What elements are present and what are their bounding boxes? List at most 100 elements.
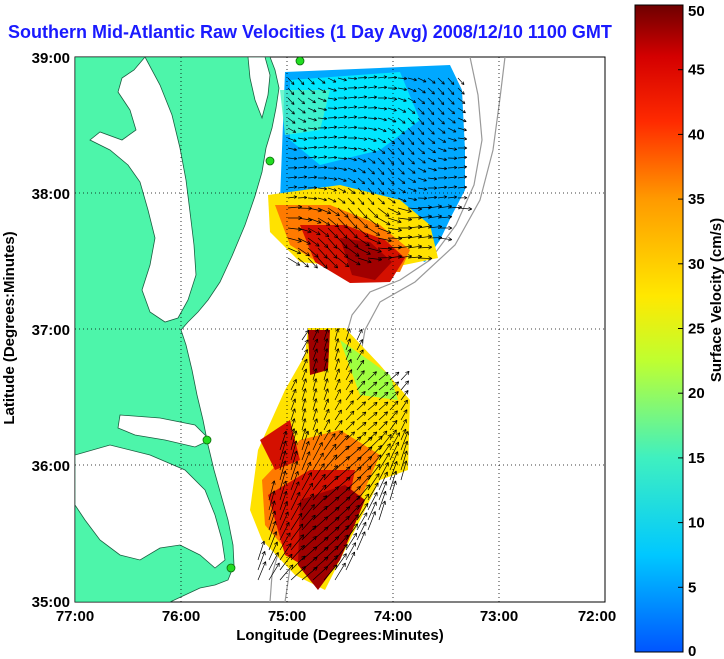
velocity-arrow bbox=[437, 176, 448, 180]
velocity-arrow bbox=[397, 147, 405, 156]
velocity-arrow bbox=[357, 177, 366, 185]
velocity-arrow bbox=[317, 165, 328, 170]
velocity-arrow bbox=[334, 445, 350, 461]
velocity-arrow bbox=[367, 187, 375, 196]
velocity-arrow bbox=[397, 127, 405, 135]
velocity-arrow bbox=[397, 167, 405, 175]
velocity-arrow bbox=[317, 207, 332, 215]
velocity-arrow bbox=[337, 257, 350, 268]
velocity-arrow bbox=[389, 419, 398, 431]
velocity-arrow bbox=[279, 460, 287, 481]
velocity-arrow bbox=[327, 145, 338, 149]
velocity-arrow bbox=[268, 510, 277, 531]
velocity-arrow bbox=[317, 116, 328, 121]
velocity-arrow bbox=[367, 247, 382, 253]
velocity-arrow bbox=[417, 117, 425, 126]
velocity-arrow bbox=[387, 177, 395, 185]
velocity-arrow bbox=[347, 136, 358, 140]
velocity-arrow bbox=[427, 137, 436, 145]
velocity-arrow bbox=[312, 328, 319, 341]
velocity-arrow bbox=[327, 247, 338, 259]
velocity-arrow bbox=[457, 137, 468, 141]
velocity-arrow bbox=[427, 77, 436, 84]
velocity-arrow bbox=[345, 421, 355, 431]
velocity-arrow bbox=[377, 106, 388, 111]
velocity-arrow bbox=[367, 207, 379, 219]
velocity-arrow bbox=[347, 237, 359, 248]
velocity-arrow bbox=[287, 117, 296, 124]
velocity-arrow bbox=[337, 177, 347, 182]
velocity-arrow bbox=[301, 430, 310, 451]
velocity-arrow bbox=[301, 358, 308, 371]
velocity-arrow bbox=[457, 127, 467, 132]
velocity-arrow bbox=[357, 105, 368, 109]
velocity-arrow bbox=[307, 127, 318, 131]
velocity-arrow bbox=[378, 481, 388, 501]
velocity-arrow bbox=[367, 371, 377, 381]
velocity-arrow bbox=[337, 237, 348, 249]
velocity-arrow bbox=[387, 217, 402, 224]
velocity-arrow bbox=[323, 338, 329, 351]
velocity-arrow bbox=[297, 175, 308, 179]
y-axis-label: Latitude (Degrees:Minutes) bbox=[1, 231, 18, 424]
velocity-arrow bbox=[378, 452, 390, 471]
y-tick-label: 37:00 bbox=[32, 322, 70, 339]
velocity-arrow bbox=[290, 512, 303, 531]
velocity-arrow bbox=[397, 187, 406, 194]
velocity-arrow bbox=[367, 237, 382, 245]
velocity-arrow bbox=[400, 431, 409, 451]
velocity-arrow bbox=[323, 433, 336, 451]
velocity-arrow bbox=[367, 491, 378, 511]
x-tick-label: 72:00 bbox=[578, 608, 616, 625]
velocity-arrow bbox=[457, 117, 467, 123]
velocity-arrow bbox=[301, 378, 307, 391]
velocity-arrow bbox=[323, 348, 329, 361]
velocity-arrow bbox=[457, 165, 468, 169]
velocity-arrow bbox=[334, 456, 351, 471]
colorbar bbox=[634, 4, 684, 653]
velocity-arrow bbox=[345, 389, 354, 401]
velocity-arrow bbox=[327, 97, 338, 101]
velocity-arrow bbox=[357, 247, 371, 255]
velocity-arrow bbox=[407, 147, 415, 155]
velocity-arrow bbox=[290, 523, 304, 541]
velocity-arrow bbox=[317, 126, 328, 130]
grid-lines bbox=[75, 57, 605, 602]
velocity-arrow bbox=[312, 428, 319, 441]
velocity-arrow bbox=[457, 77, 465, 86]
velocity-arrow bbox=[345, 379, 353, 391]
velocity-arrow bbox=[457, 185, 468, 190]
velocity-arrow bbox=[334, 553, 347, 571]
x-tick-label: 76:00 bbox=[162, 608, 200, 625]
velocity-arrow bbox=[357, 237, 370, 247]
chart-title: Southern Mid-Atlantic Raw Velocities (1 … bbox=[8, 22, 612, 42]
velocity-arrow bbox=[312, 388, 318, 401]
velocity-arrow bbox=[268, 480, 276, 501]
velocity-arrow bbox=[347, 227, 358, 239]
velocity-arrow bbox=[417, 77, 427, 83]
velocity-arrow bbox=[317, 135, 328, 140]
colorbar-label: Surface Velocity (cm/s) bbox=[708, 218, 724, 382]
velocity-arrow bbox=[312, 452, 324, 471]
velocity-arrow bbox=[447, 185, 458, 189]
velocity-arrow bbox=[297, 97, 306, 105]
velocity-arrow bbox=[400, 380, 410, 391]
velocity-arrow bbox=[377, 117, 387, 122]
colorbar-tick-label: 35 bbox=[688, 191, 705, 208]
velocity-arrow bbox=[327, 155, 338, 160]
velocity-arrow bbox=[317, 145, 328, 149]
velocity-arrow bbox=[287, 77, 295, 85]
velocity-arrow bbox=[327, 106, 338, 111]
velocity-arrow bbox=[327, 77, 337, 83]
velocity-arrow bbox=[356, 359, 365, 371]
velocity-arrow bbox=[287, 185, 298, 189]
velocity-arrow bbox=[367, 85, 378, 89]
velocity-arrow bbox=[417, 167, 427, 173]
velocity-arrow bbox=[287, 257, 301, 266]
velocity-arrow bbox=[397, 137, 405, 145]
velocity-arrow bbox=[400, 409, 408, 421]
velocity-arrow bbox=[317, 97, 327, 102]
velocity-arrow bbox=[307, 155, 318, 159]
velocity-arrow bbox=[290, 471, 299, 491]
